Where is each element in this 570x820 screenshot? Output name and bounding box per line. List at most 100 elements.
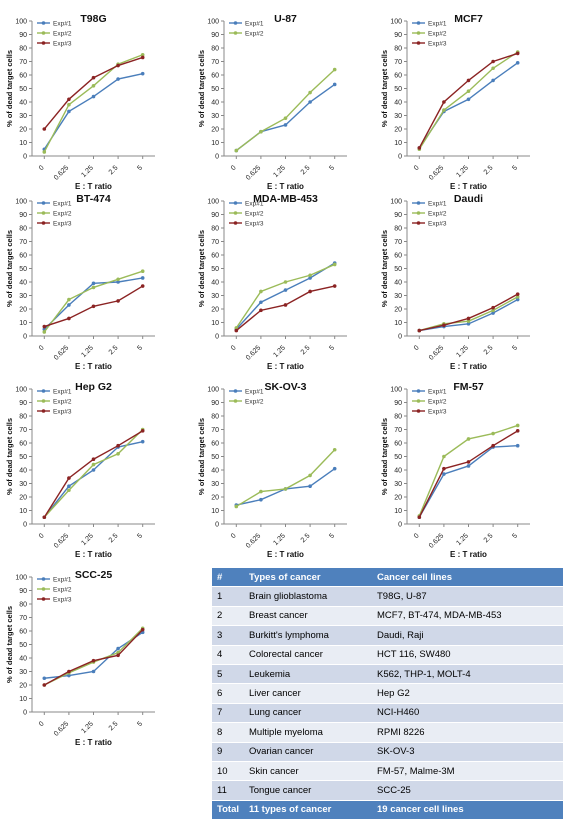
table-cell: 1	[212, 586, 244, 607]
x-tick-label: 0.625	[428, 532, 445, 549]
data-point	[140, 269, 145, 274]
y-tick-label: 30	[394, 113, 402, 120]
data-point	[442, 454, 446, 459]
y-tick-label: 70	[19, 427, 27, 434]
data-point	[442, 466, 446, 471]
table-cell: RPMI 8226	[372, 722, 563, 743]
data-point	[332, 466, 337, 471]
legend-label: Exp#1	[53, 389, 72, 396]
legend-marker	[233, 21, 238, 25]
data-point	[67, 673, 71, 678]
line-chart: 0 10 20 30 40 50 60 70 80 90 100 0 0.625 1.25 2.5 5 SCC-…	[5, 569, 155, 747]
data-point	[116, 277, 120, 282]
table-cell: Leukemia	[244, 664, 372, 685]
x-tick-label: 1.25	[80, 532, 95, 547]
y-tick-label: 100	[207, 199, 219, 206]
x-tick-label: 0	[230, 164, 238, 172]
data-point	[259, 497, 263, 502]
y-tick-label: 80	[211, 46, 219, 53]
data-point	[442, 100, 446, 104]
legend-marker	[233, 211, 238, 215]
y-tick-label: 40	[394, 468, 402, 475]
table-cell: 3	[212, 625, 244, 646]
y-tick-label: 100	[390, 199, 402, 206]
legend-marker	[41, 211, 46, 215]
legend-marker	[41, 587, 46, 591]
legend-label: Exp#3	[53, 221, 72, 228]
legend-label: Exp#1	[53, 577, 72, 584]
column-header: Types of cancer	[244, 568, 372, 588]
data-point	[67, 303, 71, 307]
data-point	[283, 303, 288, 307]
x-tick-label: 1.25	[80, 720, 95, 735]
data-point	[332, 82, 337, 87]
y-tick-label: 70	[211, 427, 219, 434]
data-point	[67, 476, 71, 480]
data-point	[140, 52, 145, 57]
data-point	[234, 148, 239, 153]
line-chart: 0 10 20 30 40 50 60 70 80 90 100 0 0.625 1.25 2.5 5 FM-5…	[380, 381, 530, 559]
data-point	[140, 276, 145, 280]
y-tick-label: 60	[211, 441, 219, 448]
y-tick-label: 60	[19, 73, 27, 80]
y-tick-label: 20	[19, 683, 27, 690]
data-point	[67, 297, 71, 302]
data-point	[259, 289, 263, 294]
table-cell: Tongue cancer	[244, 780, 372, 801]
x-tick-label: 0	[413, 344, 421, 352]
column-header: Cancer cell lines	[372, 568, 563, 588]
x-tick-label: 0.625	[428, 164, 445, 181]
x-tick-label: 0	[38, 720, 46, 728]
y-tick-label: 40	[211, 100, 219, 107]
legend-marker	[416, 21, 421, 25]
y-tick-label: 100	[15, 387, 27, 394]
table-cell: Breast cancer	[244, 606, 372, 627]
y-tick-label: 80	[19, 602, 27, 609]
y-axis-label: % of dead target cells	[5, 230, 14, 307]
data-point	[116, 63, 120, 68]
y-tick-label: 70	[394, 59, 402, 66]
table-cell: 11 types of cancer	[244, 800, 372, 820]
y-tick-label: 70	[211, 59, 219, 66]
legend-marker	[416, 201, 421, 205]
data-point	[466, 437, 471, 441]
table-cell: MCF7, BT-474, MDA-MB-453	[372, 606, 563, 627]
x-tick-label: 0.625	[53, 344, 70, 361]
data-point	[91, 669, 96, 674]
y-tick-label: 60	[211, 253, 219, 260]
data-point	[283, 487, 288, 491]
y-tick-label: 30	[211, 293, 219, 300]
data-point	[466, 316, 471, 321]
legend-marker	[41, 21, 46, 25]
data-point	[308, 289, 312, 294]
y-tick-label: 10	[19, 696, 27, 703]
data-point	[491, 78, 495, 83]
y-tick-label: 30	[19, 481, 27, 488]
y-tick-label: 50	[211, 454, 219, 461]
y-tick-label: 0	[398, 522, 402, 529]
data-point	[466, 322, 471, 326]
table-cell: Lung cancer	[244, 703, 372, 724]
legend-marker	[41, 221, 46, 225]
table-row: 4 Colorectal cancer HCT 116, SW480	[212, 645, 563, 665]
data-point	[42, 150, 47, 154]
data-point	[259, 129, 263, 134]
y-tick-label: 60	[211, 73, 219, 80]
table-total-row: Total 11 types of cancer 19 cancer cell …	[212, 800, 563, 820]
legend-label: Exp#2	[428, 31, 447, 38]
series-line	[235, 449, 336, 508]
y-tick-label: 50	[211, 86, 219, 93]
y-tick-label: 40	[211, 280, 219, 287]
chart-title: U-87	[274, 13, 297, 25]
y-tick-label: 0	[23, 522, 27, 529]
data-point	[91, 75, 96, 80]
y-tick-label: 90	[211, 400, 219, 407]
legend-marker	[416, 31, 421, 35]
table-cell: 2	[212, 606, 244, 627]
x-tick-label: 2.5	[108, 164, 120, 176]
data-point	[42, 683, 47, 687]
data-point	[515, 295, 520, 299]
x-axis-label: E : T ratio	[75, 362, 112, 371]
y-tick-label: 80	[19, 226, 27, 233]
table-cell: K562, THP-1, MOLT-4	[372, 664, 563, 685]
